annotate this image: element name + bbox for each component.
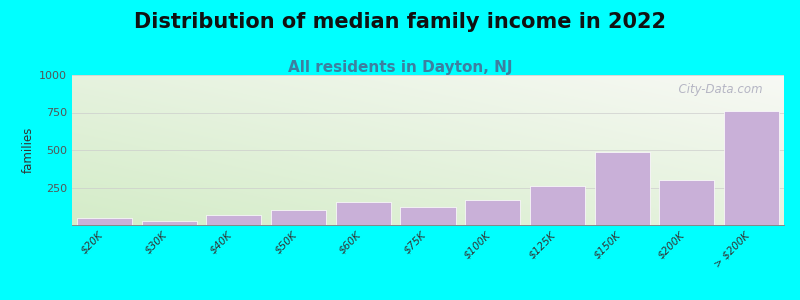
Bar: [724, 111, 779, 225]
Bar: [336, 202, 390, 225]
Bar: [401, 207, 455, 225]
Bar: [659, 180, 714, 225]
Bar: [530, 186, 585, 225]
Bar: [206, 214, 262, 225]
Bar: [466, 200, 520, 225]
Bar: [142, 221, 197, 225]
Text: City-Data.com: City-Data.com: [671, 82, 762, 95]
Bar: [271, 210, 326, 225]
Y-axis label: families: families: [22, 127, 35, 173]
Text: All residents in Dayton, NJ: All residents in Dayton, NJ: [288, 60, 512, 75]
Text: Distribution of median family income in 2022: Distribution of median family income in …: [134, 12, 666, 32]
Bar: [594, 152, 650, 225]
Bar: [77, 218, 132, 225]
